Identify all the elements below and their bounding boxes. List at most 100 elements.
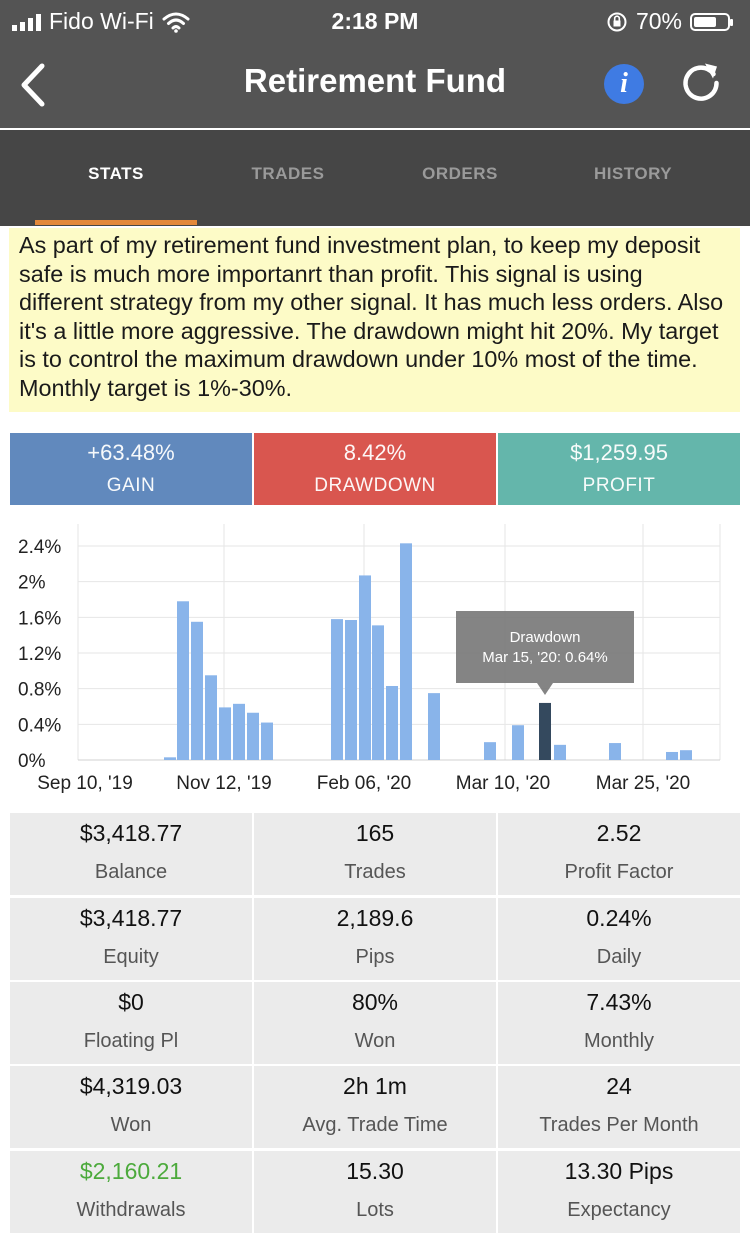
- stat-value: 13.30 Pips: [564, 1158, 674, 1184]
- page-title: Retirement Fund: [243, 62, 507, 99]
- chart-bar: [428, 693, 440, 760]
- tab-orders[interactable]: ORDERS: [422, 164, 498, 183]
- stat-label: Won: [354, 1030, 396, 1052]
- chart-bar: [247, 712, 259, 760]
- chart-bar: [205, 675, 217, 760]
- stat-floating-pl: $0 Floating Pl: [10, 982, 252, 1064]
- y-tick-label: 0.8%: [18, 680, 61, 701]
- chart-bar: [177, 601, 189, 760]
- profit-label: PROFIT: [582, 475, 656, 496]
- stat-label: Equity: [103, 946, 159, 968]
- stat-trades: 165 Trades: [254, 813, 496, 895]
- stat-label: Daily: [596, 946, 642, 968]
- stat-value: 2,189.6: [336, 905, 414, 931]
- tab-stats[interactable]: STATS: [88, 164, 144, 183]
- stat-value: 165: [355, 820, 395, 846]
- kpi-strip: +63.48% GAIN 8.42% DRAWDOWN $1,259.95 PR…: [10, 433, 740, 505]
- stat-value: $3,418.77: [79, 820, 183, 846]
- x-tick-label: Sep 10, '19: [37, 773, 133, 794]
- tooltip-text: Mar 15, '20: 0.64%: [482, 649, 607, 666]
- nav-bar: Retirement Fund i: [0, 42, 750, 128]
- signal-icon: [12, 13, 41, 31]
- chart-bar: [261, 722, 273, 760]
- stat-expectancy: 13.30 Pips Expectancy: [498, 1151, 740, 1233]
- gain-card: +63.48% GAIN: [10, 433, 252, 505]
- stat-label: Avg. Trade Time: [302, 1114, 448, 1136]
- stat-label: Pips: [355, 946, 395, 968]
- stat-label: Expectancy: [567, 1199, 671, 1221]
- stat-daily: 0.24% Daily: [498, 898, 740, 980]
- stat-value: 24: [606, 1073, 632, 1099]
- stat-value: 0.24%: [586, 905, 652, 931]
- chart-bar: [554, 744, 566, 760]
- x-tick-label: Mar 25, '20: [596, 773, 690, 794]
- stat-pips: 2,189.6 Pips: [254, 898, 496, 980]
- chart-bar: [372, 625, 384, 760]
- status-time: 2:18 PM: [331, 8, 419, 34]
- stat-label: Won: [110, 1114, 152, 1136]
- stat-profit-factor: 2.52 Profit Factor: [498, 813, 740, 895]
- y-tick-label: 1.2%: [18, 644, 61, 665]
- chart-bar: [331, 619, 343, 760]
- stat-label: Withdrawals: [76, 1199, 186, 1221]
- wifi-icon: [162, 12, 190, 33]
- stat-value: $4,319.03: [79, 1073, 183, 1099]
- tab-bar: STATS TRADES ORDERS HISTORY: [0, 130, 750, 226]
- tab-history[interactable]: HISTORY: [593, 164, 673, 183]
- x-tick-label: Mar 10, '20: [456, 773, 550, 794]
- chart-bar: [359, 575, 371, 760]
- battery-icon: [690, 12, 733, 31]
- chart-bar: [219, 707, 231, 760]
- stat-value: 80%: [351, 989, 399, 1015]
- stat-value: 2.52: [596, 820, 642, 846]
- highlighted-bar: [539, 702, 551, 760]
- stat-avg-trade-time: 2h 1m Avg. Trade Time: [254, 1066, 496, 1148]
- refresh-icon[interactable]: [678, 60, 724, 106]
- drawdown-value: 8.42%: [343, 440, 407, 465]
- stat-value: $2,160.21: [79, 1158, 183, 1184]
- back-chevron-icon[interactable]: [14, 60, 54, 110]
- stat-label: Trades: [344, 861, 406, 883]
- chart-bar: [680, 750, 692, 760]
- stat-balance: $3,418.77 Balance: [10, 813, 252, 895]
- stat-monthly: 7.43% Monthly: [498, 982, 740, 1064]
- stat-label: Profit Factor: [564, 861, 674, 883]
- chart-bar: [164, 757, 176, 760]
- chart-bar: [345, 620, 357, 760]
- y-tick-label: 0%: [18, 751, 46, 772]
- chart-bar: [484, 742, 496, 760]
- carrier-label: Fido Wi-Fi: [49, 8, 154, 34]
- signal-description: As part of my retirement fund investment…: [9, 228, 740, 412]
- stat-label: Trades Per Month: [539, 1114, 699, 1136]
- stat-label: Monthly: [583, 1030, 655, 1052]
- tooltip-title: Drawdown: [510, 629, 581, 646]
- y-tick-label: 0.4%: [18, 715, 61, 736]
- drawdown-label: DRAWDOWN: [314, 475, 436, 496]
- stat-value: $3,418.77: [79, 905, 183, 931]
- chart-bar: [666, 751, 678, 760]
- stat-withdrawals: $2,160.21 Withdrawals: [10, 1151, 252, 1233]
- x-tick-label: Feb 06, '20: [317, 773, 411, 794]
- stat-value: 7.43%: [586, 989, 652, 1015]
- battery-percent: 70%: [635, 8, 682, 34]
- stat-won: 80% Won: [254, 982, 496, 1064]
- orientation-lock-icon: [607, 12, 627, 31]
- stat-label: Balance: [94, 861, 168, 883]
- info-icon[interactable]: i: [604, 64, 644, 104]
- chart-bar: [386, 685, 398, 760]
- chart-bar: [233, 703, 245, 760]
- tab-trades[interactable]: TRADES: [251, 164, 325, 183]
- stat-trades-per-month: 24 Trades Per Month: [498, 1066, 740, 1148]
- stat-value: 2h 1m: [343, 1073, 407, 1099]
- status-bar: Fido Wi-Fi 2:18 PM 70%: [0, 0, 750, 42]
- drawdown-card: 8.42% DRAWDOWN: [254, 433, 496, 505]
- stat-label: Lots: [356, 1199, 394, 1221]
- active-tab-indicator: [35, 220, 197, 225]
- drawdown-chart[interactable]: 2.4% 2% 1.6% 1.2% 0.8% 0.4% 0%Sep 10, '19 Nov 1…: [0, 520, 750, 810]
- chart-bar: [512, 725, 524, 760]
- stat-equity: $3,418.77 Equity: [10, 898, 252, 980]
- y-tick-label: 2.4%: [18, 537, 61, 558]
- y-tick-label: 2%: [18, 573, 46, 594]
- profit-value: $1,259.95: [570, 440, 668, 465]
- chart-tooltip: [456, 611, 634, 695]
